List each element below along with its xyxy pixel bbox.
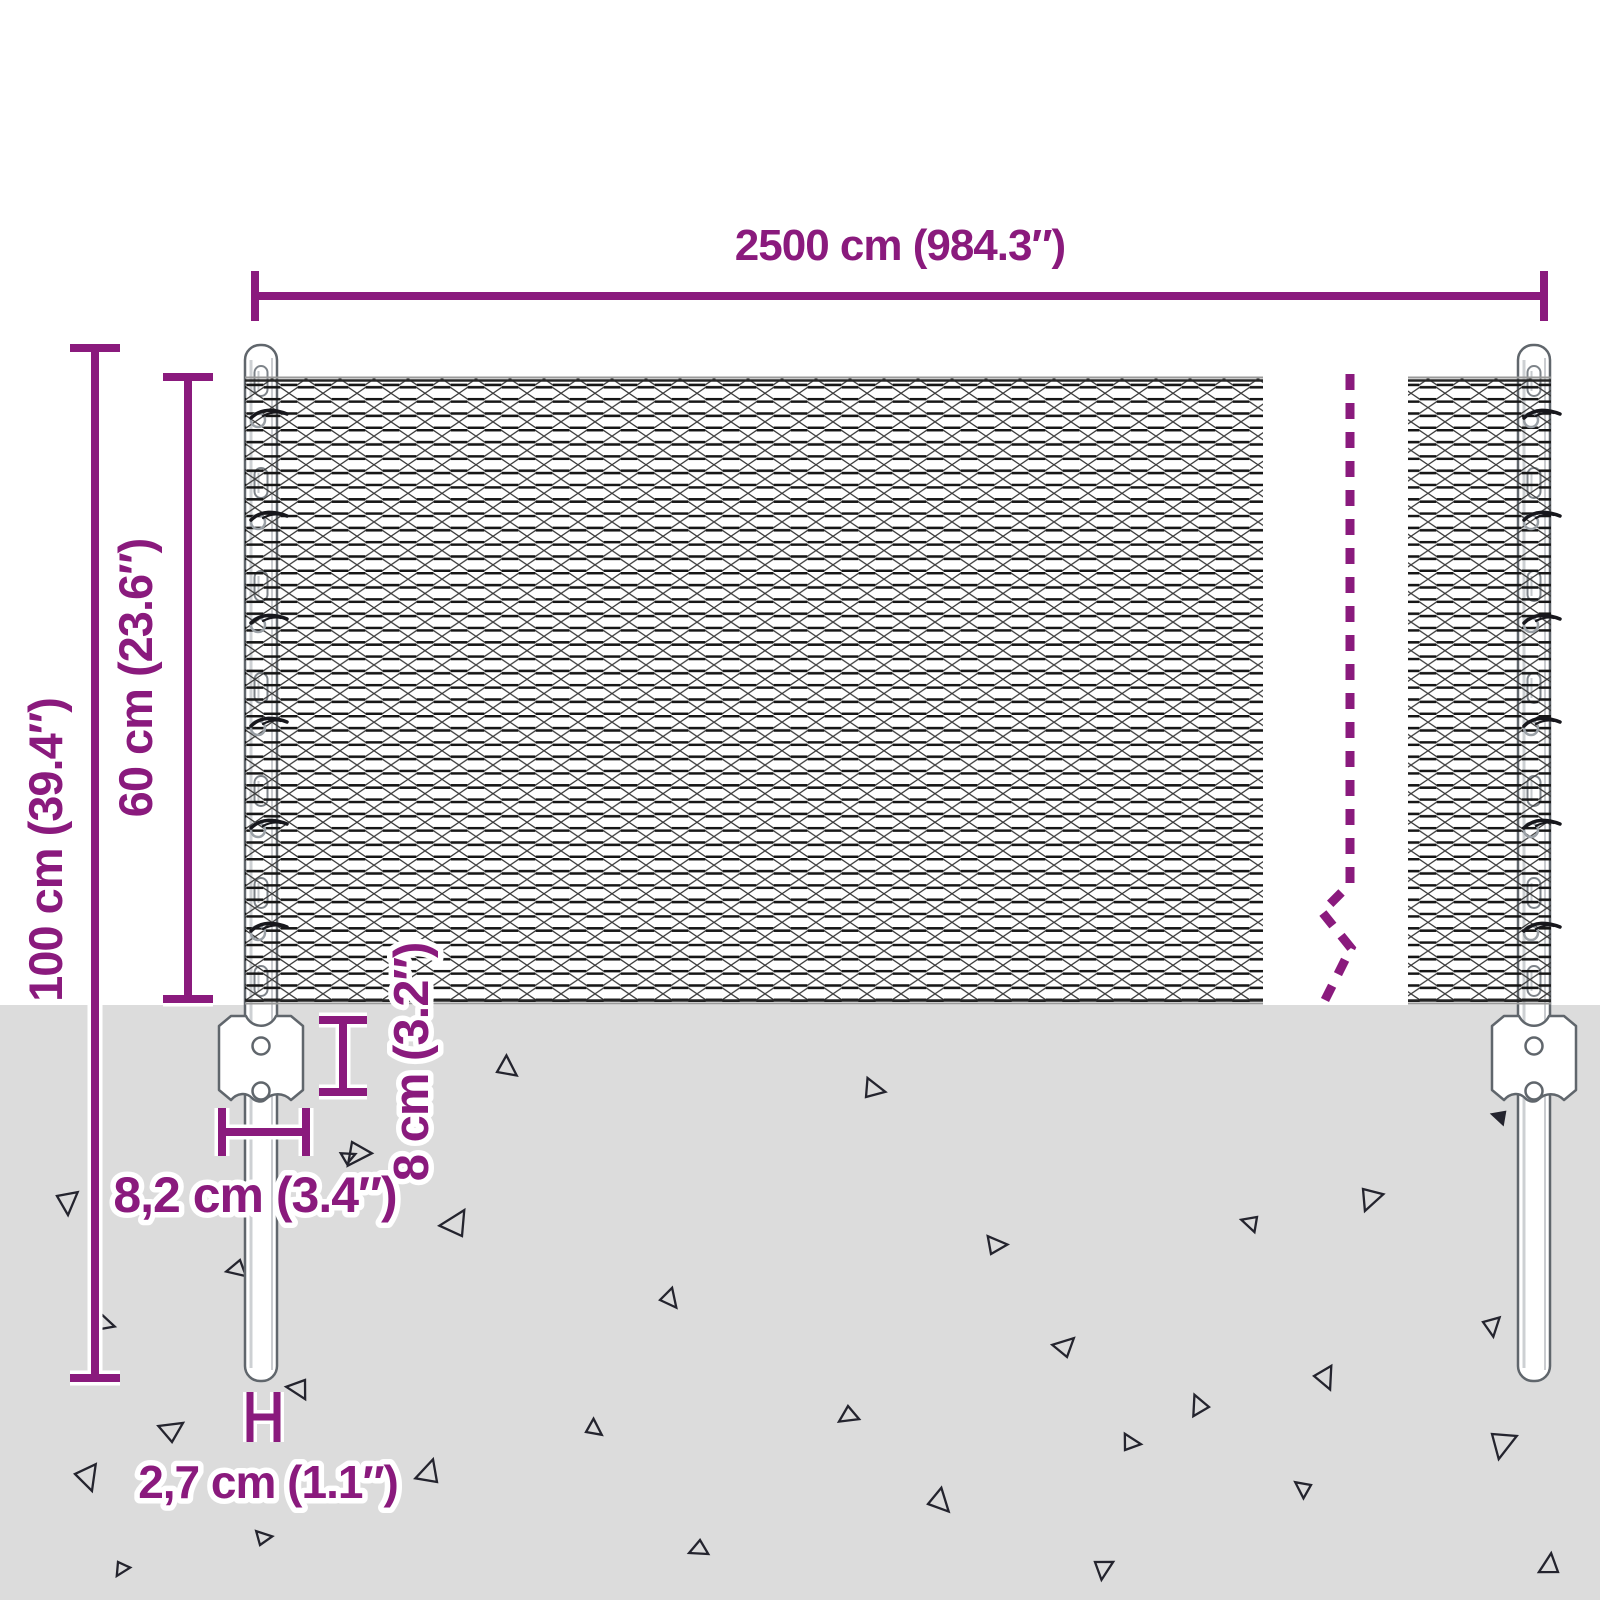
bracket-right — [1490, 1014, 1578, 1103]
ground-speck — [1123, 1431, 1144, 1452]
ground-speck — [584, 1416, 604, 1437]
ground-speck — [413, 1456, 439, 1484]
ground-speck — [836, 1404, 862, 1424]
ground-speck — [1481, 1315, 1502, 1340]
ground-speck — [223, 1258, 248, 1278]
bracket-left — [217, 1014, 305, 1103]
ground-speck — [254, 1529, 275, 1547]
mesh-panel-right — [1408, 376, 1551, 1005]
ground-speck — [1192, 1392, 1211, 1419]
ground-speck — [338, 1152, 358, 1166]
dimension-post-height: 100 cm (39.4″) — [14, 340, 120, 1386]
ground-speck — [495, 1052, 519, 1078]
ground-speck — [1293, 1480, 1313, 1501]
ground-speck — [686, 1538, 711, 1556]
dimension-bracket-spacing-label: 8 cm (3.2″) — [385, 943, 439, 1182]
dimension-mesh-height-label: 60 cm (23.6″) — [109, 539, 162, 818]
ground-speck — [1536, 1550, 1560, 1574]
ground-speck — [283, 1378, 307, 1402]
ground-speck — [1093, 1560, 1116, 1583]
ground-speck — [1049, 1336, 1076, 1359]
ground-speck — [1361, 1187, 1386, 1214]
ground-speck — [1489, 1110, 1507, 1127]
dimension-post-diameter: 2,7 cm (1.1″) — [133, 1392, 404, 1514]
dimension-total-width: 2500 cm (984.3″) — [247, 216, 1552, 321]
ground-speck — [156, 1421, 186, 1444]
dimension-post-diameter-label: 2,7 cm (1.1″) — [138, 1456, 398, 1508]
ground-speck — [73, 1462, 98, 1494]
ground-speck — [864, 1075, 888, 1099]
ground-speck — [55, 1190, 80, 1218]
ground-speck — [115, 1560, 133, 1579]
ground-speck — [986, 1234, 1011, 1256]
mesh-panel-main — [245, 376, 1263, 1005]
ground-specks — [55, 1052, 1560, 1583]
dimension-bracket-spacing: 8 cm (3.2″) — [319, 937, 445, 1187]
dimension-bracket-width: 8,2 cm (3.4″) — [108, 1108, 403, 1229]
dimension-bracket-width-label: 8,2 cm (3.4″) — [113, 1167, 396, 1223]
break-line — [1315, 374, 1357, 1005]
dimension-mesh-height: 60 cm (23.6″) — [104, 369, 213, 1007]
ground-speck — [1312, 1363, 1333, 1392]
ground-speck — [658, 1285, 678, 1310]
dimension-post-height-label: 100 cm (39.4″) — [19, 698, 72, 1002]
ground-speck — [1490, 1432, 1519, 1462]
dimension-total-width-label: 2500 cm (984.3″) — [735, 221, 1065, 270]
ground-speck — [436, 1207, 466, 1238]
ground-speck — [926, 1485, 951, 1514]
ground-speck — [1238, 1215, 1259, 1235]
